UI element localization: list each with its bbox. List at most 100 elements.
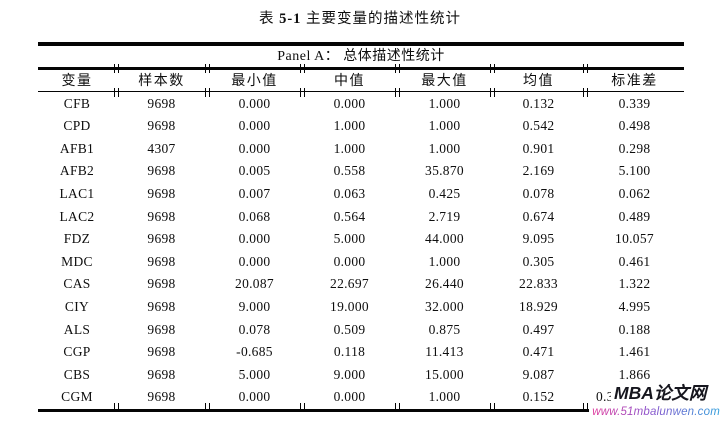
column-header: 中值 <box>334 74 365 89</box>
table-cell: 35.870 <box>425 163 464 179</box>
column-divider-tick <box>205 87 210 97</box>
table-cell: 5.000 <box>238 366 271 382</box>
table-cell: 18.929 <box>519 298 558 314</box>
table-cell: 0.000 <box>238 140 271 156</box>
column-divider-tick <box>205 402 210 412</box>
descriptive-statistics-table: Panel A： 总体描述性统计 变量 样本数 最小值 中值 最大值 均值 标准… <box>38 42 684 413</box>
column-divider-tick <box>395 63 400 73</box>
table-cell: 9698 <box>147 163 176 179</box>
table-cell: 0.000 <box>333 253 366 269</box>
table-cell: 0.007 <box>238 185 271 201</box>
table-row: CAS 9698 20.087 22.697 26.440 22.833 1.322 <box>38 273 684 296</box>
column-divider-tick <box>490 63 495 73</box>
table-cell: 9698 <box>147 321 176 337</box>
table-cell: 2.719 <box>428 208 461 224</box>
table-cell: MDC <box>61 253 93 269</box>
table-cell: 1.322 <box>618 276 651 292</box>
table-cell: CFB <box>63 95 91 111</box>
table-row: AFB1 4307 0.000 1.000 1.000 0.901 0.298 <box>38 137 684 160</box>
table-cell: 1.000 <box>428 95 461 111</box>
table-row: AFB2 9698 0.005 0.558 35.870 2.169 5.100 <box>38 160 684 183</box>
table-cell: 20.087 <box>235 276 274 292</box>
table-row: LAC2 9698 0.068 0.564 2.719 0.674 0.489 <box>38 205 684 228</box>
table-bottom-rule <box>38 402 684 413</box>
table-row: CGP 9698 -0.685 0.118 11.413 0.471 1.461 <box>38 341 684 364</box>
column-header: 最小值 <box>231 74 278 89</box>
table-cell: 15.000 <box>425 366 464 382</box>
table-cell: 0.078 <box>238 321 271 337</box>
column-header: 最大值 <box>421 74 468 89</box>
table-cell: 9698 <box>147 389 176 405</box>
table-cell: 0.062 <box>618 185 651 201</box>
column-divider-tick <box>395 402 400 412</box>
column-divider-tick <box>300 402 305 412</box>
table-cell: 0.497 <box>522 321 555 337</box>
table-cell: 1.000 <box>333 140 366 156</box>
table-cell: CPD <box>63 118 91 134</box>
panel-bottom-rule <box>38 63 684 73</box>
table-cell: 9698 <box>147 276 176 292</box>
table-cell: 9698 <box>147 231 176 247</box>
table-cell: -0.685 <box>236 344 273 360</box>
table-cell: 32.000 <box>425 298 464 314</box>
column-divider-tick <box>300 63 305 73</box>
table-top-rule <box>38 42 684 46</box>
table-cell: 0.509 <box>333 321 366 337</box>
table-cell: 0.875 <box>428 321 461 337</box>
table-row: MDC 9698 0.000 0.000 1.000 0.305 0.461 <box>38 250 684 273</box>
table-cell: 22.697 <box>330 276 369 292</box>
table-row: CBS 9698 5.000 9.000 15.000 9.087 1.866 <box>38 363 684 386</box>
column-divider-tick <box>114 402 119 412</box>
table-cell: 0.564 <box>333 208 366 224</box>
caption-text: 主要变量的描述性统计 <box>306 11 462 27</box>
table-cell: 0.425 <box>428 185 461 201</box>
table-cell: 44.000 <box>425 231 464 247</box>
table-row: LAC1 9698 0.007 0.063 0.425 0.078 0.062 <box>38 183 684 206</box>
table-cell: LAC2 <box>59 208 95 224</box>
table-caption: 表 5-1 主要变量的描述性统计 <box>0 7 720 28</box>
table-cell: 0.489 <box>618 208 651 224</box>
table-cell: 0.063 <box>333 185 366 201</box>
table-cell: 0.000 <box>238 95 271 111</box>
table-cell: 1.000 <box>333 118 366 134</box>
table-row: ALS 9698 0.078 0.509 0.875 0.497 0.188 <box>38 318 684 341</box>
table-cell: 0.000 <box>238 118 271 134</box>
table-cell: 1.866 <box>618 366 651 382</box>
header-bottom-rule <box>38 87 684 97</box>
table-cell: 9.000 <box>333 366 366 382</box>
table-cell: AFB1 <box>59 140 95 156</box>
column-divider-tick <box>395 87 400 97</box>
column-divider-tick <box>205 63 210 73</box>
table-cell: 9698 <box>147 208 176 224</box>
column-header: 变量 <box>61 74 93 89</box>
column-divider-tick <box>114 87 119 97</box>
table-cell: 9698 <box>147 298 176 314</box>
table-cell: 0.674 <box>522 208 555 224</box>
table-cell: 26.440 <box>425 276 464 292</box>
table-cell: 0.000 <box>238 231 271 247</box>
table-cell: 0.132 <box>522 95 555 111</box>
table-cell: 22.833 <box>519 276 558 292</box>
table-cell: 1.461 <box>618 344 651 360</box>
table-cell: 0.298 <box>618 140 651 156</box>
table-cell: 10.057 <box>615 231 654 247</box>
caption-prefix: 表 <box>258 11 275 27</box>
table-cell: 1.000 <box>428 253 461 269</box>
table-cell: 9698 <box>147 253 176 269</box>
table-cell: 0.000 <box>238 389 271 405</box>
table-cell: 9698 <box>147 344 176 360</box>
table-cell: 0.000 <box>333 95 366 111</box>
column-divider-tick <box>583 402 588 412</box>
column-divider-tick <box>114 63 119 73</box>
table-cell: 0.152 <box>522 389 555 405</box>
table-cell: CGP <box>63 344 91 360</box>
table-row: CIY 9698 9.000 19.000 32.000 18.929 4.995 <box>38 296 684 319</box>
table-cell: 0.000 <box>333 389 366 405</box>
table-header-row: 变量 样本数 最小值 中值 最大值 均值 标准差 <box>38 70 684 91</box>
column-divider-tick <box>583 63 588 73</box>
table-cell: 2.169 <box>522 163 555 179</box>
table-cell: ALS <box>63 321 91 337</box>
column-header: 样本数 <box>138 74 185 89</box>
table-cell: 19.000 <box>330 298 369 314</box>
table-row: CGM 9698 0.000 0.000 1.000 0.152 0.3 <box>38 386 684 409</box>
